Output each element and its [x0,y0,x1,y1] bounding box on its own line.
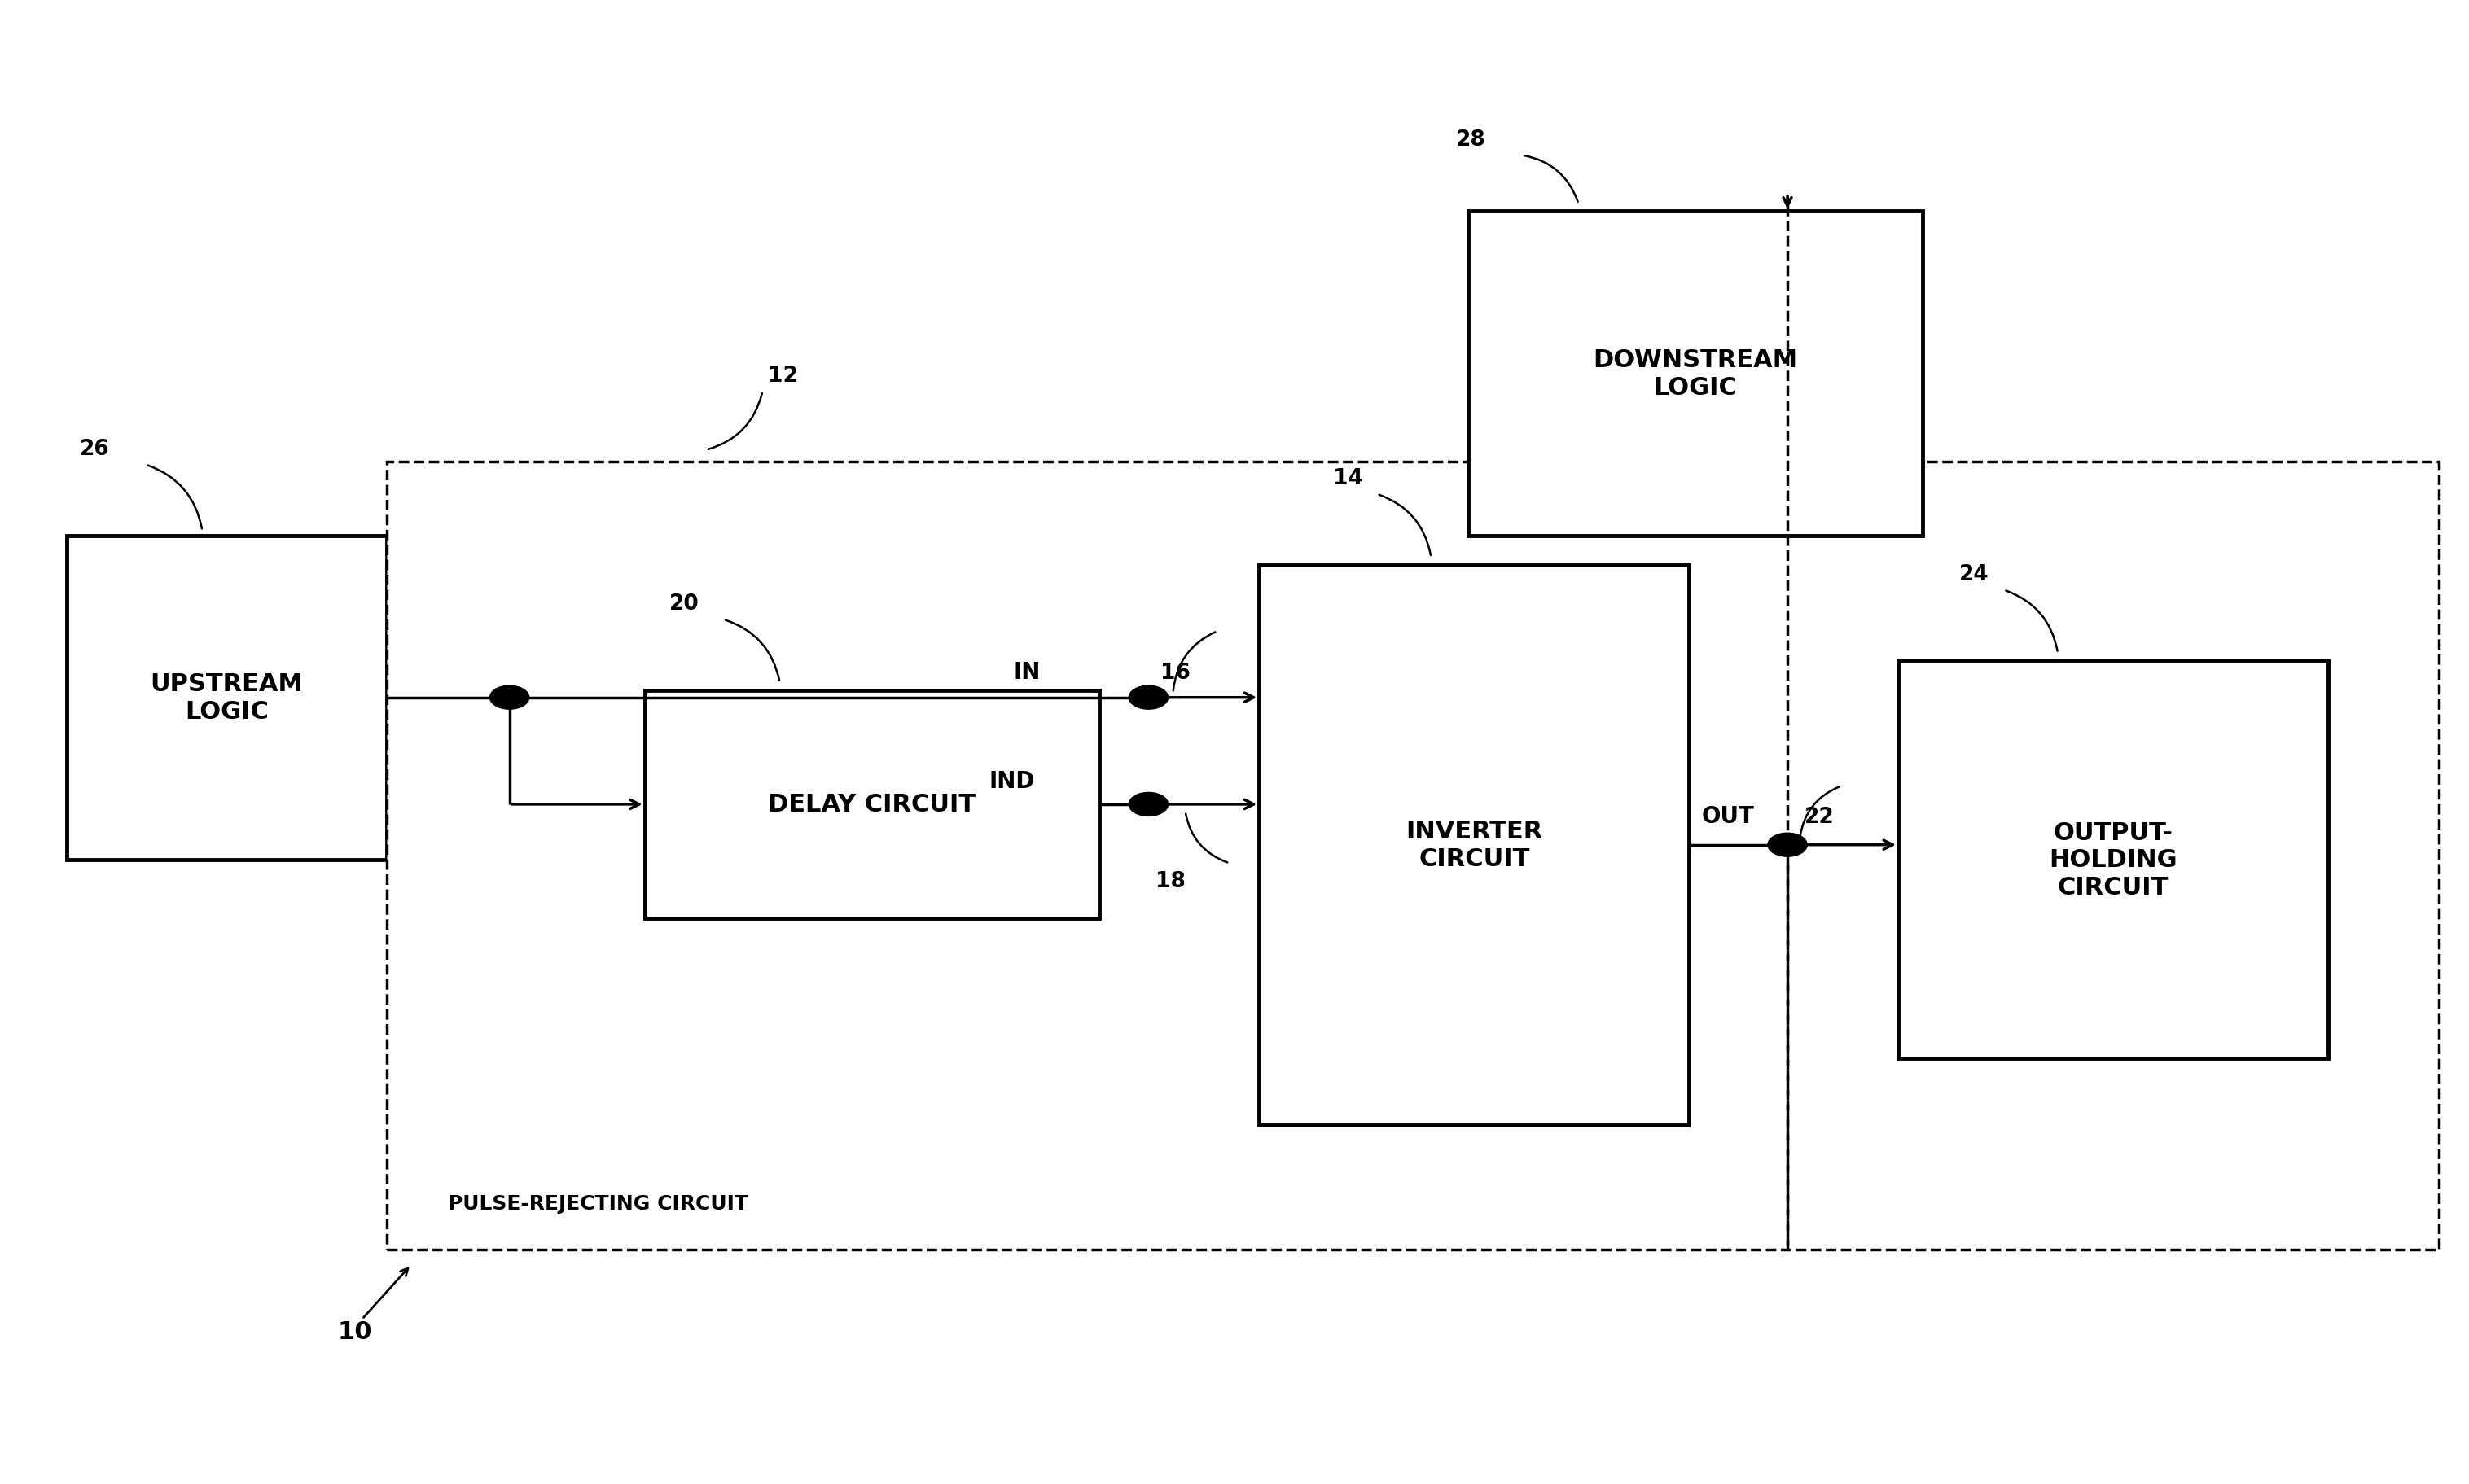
Bar [67,536,388,859]
Text: DELAY CIRCUIT: DELAY CIRCUIT [768,792,975,816]
Bar [644,690,1099,919]
Bar [1469,212,1923,536]
Text: PULSE-REJECTING CIRCUIT: PULSE-REJECTING CIRCUIT [447,1193,748,1214]
Bar [1899,660,2328,1058]
Text: 20: 20 [669,594,699,614]
Text: DOWNSTREAM
LOGIC: DOWNSTREAM LOGIC [1593,349,1797,399]
Bar [388,462,2439,1250]
Text: 28: 28 [1457,129,1486,150]
Circle shape [1768,834,1807,856]
Bar [1259,565,1689,1125]
Text: 14: 14 [1333,467,1363,490]
Text: 24: 24 [1960,564,1990,585]
Text: 12: 12 [768,365,797,386]
Text: UPSTREAM
LOGIC: UPSTREAM LOGIC [151,672,304,723]
Circle shape [1128,686,1168,709]
Circle shape [489,686,528,709]
Text: 26: 26 [79,439,109,460]
Text: IND: IND [988,770,1035,792]
Text: IN: IN [1012,660,1039,683]
Circle shape [1128,792,1168,816]
Text: OUTPUT-
HOLDING
CIRCUIT: OUTPUT- HOLDING CIRCUIT [2049,821,2178,899]
Text: 10: 10 [338,1319,373,1343]
Text: INVERTER
CIRCUIT: INVERTER CIRCUIT [1405,819,1543,871]
Text: 16: 16 [1160,662,1190,683]
Text: 18: 18 [1155,871,1185,892]
Text: OUT: OUT [1701,804,1755,828]
Text: 22: 22 [1805,806,1834,828]
